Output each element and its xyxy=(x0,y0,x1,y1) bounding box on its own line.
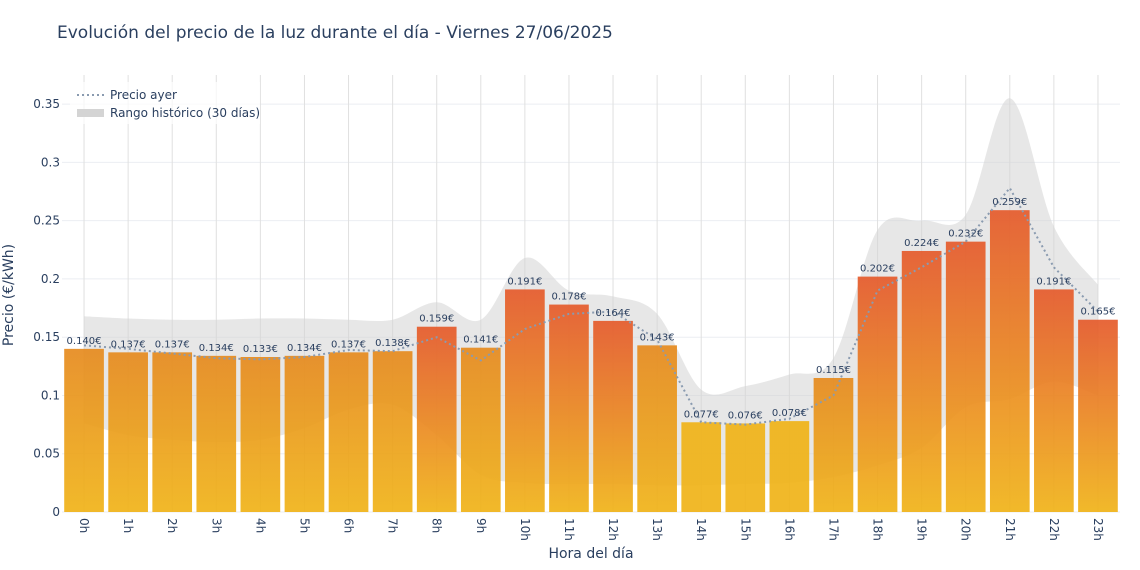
bar-value-label: 0.232€ xyxy=(948,229,983,240)
y-tick-label: 0.05 xyxy=(33,447,60,461)
bar-value-label: 0.165€ xyxy=(1080,307,1115,318)
x-tick-label: 22h xyxy=(1047,518,1061,541)
bar-4h xyxy=(240,357,281,512)
bar-19h xyxy=(901,250,942,512)
bar-value-label: 0.224€ xyxy=(904,238,939,249)
bar-value-label: 0.141€ xyxy=(463,335,498,346)
x-tick-label: 3h xyxy=(209,518,223,533)
bar-value-label: 0.191€ xyxy=(1036,276,1071,287)
y-tick-label: 0.2 xyxy=(41,272,60,286)
bar-13h xyxy=(637,345,677,512)
bar-23h xyxy=(1078,319,1118,512)
bar-value-label: 0.143€ xyxy=(640,332,675,343)
x-axis-title: Hora del día xyxy=(548,546,633,562)
bar-value-label: 0.076€ xyxy=(728,410,763,421)
bar-20h xyxy=(945,241,986,512)
bar-22h xyxy=(1034,289,1074,512)
x-tick-label: 19h xyxy=(915,518,929,541)
x-tick-label: 16h xyxy=(782,518,796,541)
bar-value-label: 0.078€ xyxy=(772,408,807,419)
bar-7h xyxy=(372,351,413,512)
bar-value-label: 0.191€ xyxy=(507,276,542,287)
bar-value-label: 0.137€ xyxy=(331,339,366,350)
bars xyxy=(64,210,1118,513)
bar-15h xyxy=(725,423,766,512)
bar-value-label: 0.137€ xyxy=(111,339,146,350)
bar-11h xyxy=(549,304,589,512)
bar-8h xyxy=(416,326,457,512)
y-tick-label: 0.15 xyxy=(33,330,60,344)
y-tick-label: 0.3 xyxy=(41,155,60,169)
bar-value-label: 0.159€ xyxy=(419,314,454,325)
bar-value-label: 0.202€ xyxy=(860,264,895,275)
bar-value-label: 0.134€ xyxy=(287,343,322,354)
x-tick-label: 4h xyxy=(253,518,267,533)
bar-21h xyxy=(989,210,1030,513)
bar-0h xyxy=(64,348,104,512)
bar-14h xyxy=(681,422,722,512)
x-tick-label: 14h xyxy=(694,518,708,541)
x-tick-label: 8h xyxy=(430,518,444,533)
bar-value-label: 0.140€ xyxy=(67,336,102,347)
y-tick-label: 0.25 xyxy=(33,214,60,228)
bar-value-label: 0.178€ xyxy=(551,292,586,303)
bar-value-label: 0.134€ xyxy=(199,343,234,354)
chart-title: Evolución del precio de la luz durante e… xyxy=(57,23,613,43)
y-axis-title: Precio (€/kWh) xyxy=(1,244,17,346)
legend-band-label: Rango histórico (30 días) xyxy=(110,106,260,120)
y-tick-label: 0 xyxy=(52,505,60,519)
bar-10h xyxy=(505,289,545,512)
bar-value-label: 0.115€ xyxy=(816,365,851,376)
bar-1h xyxy=(108,352,148,512)
x-tick-label: 20h xyxy=(959,518,973,541)
x-tick-label: 21h xyxy=(1003,518,1017,541)
legend-band-swatch xyxy=(77,109,104,117)
bar-value-label: 0.077€ xyxy=(684,409,719,420)
bar-value-label: 0.138€ xyxy=(375,338,410,349)
bar-6h xyxy=(328,352,369,512)
legend-prev-line-label: Precio ayer xyxy=(110,88,177,102)
axes: 0 0.05 0.1 0.15 0.2 0.25 0.3 0.35 0h 1h 2h 3h 4h 5h 6h… xyxy=(33,97,1105,541)
bar-12h xyxy=(593,320,633,512)
x-tick-label: 13h xyxy=(650,518,664,541)
legend: Precio ayer Rango histórico (30 días) xyxy=(70,82,260,124)
x-tick-label: 17h xyxy=(826,518,840,541)
x-tick-label: 15h xyxy=(738,518,752,541)
bar-value-label: 0.133€ xyxy=(243,344,278,355)
x-tick-label: 0h xyxy=(77,518,91,533)
x-tick-label: 10h xyxy=(518,518,532,541)
x-tick-label: 18h xyxy=(871,518,885,541)
x-tick-label: 2h xyxy=(165,518,179,533)
y-tick-label: 0.1 xyxy=(41,388,60,402)
x-tick-label: 11h xyxy=(562,518,576,541)
bar-value-label: 0.137€ xyxy=(155,339,190,350)
bar-17h xyxy=(813,377,854,512)
bar-3h xyxy=(196,355,237,512)
x-tick-label: 12h xyxy=(606,518,620,541)
x-tick-label: 9h xyxy=(474,518,488,533)
bar-value-labels: 0.140€ 0.137€ 0.137€ 0.134€ 0.133€ 0.134€ 0.13… xyxy=(67,197,1116,421)
x-tick-label: 6h xyxy=(342,518,356,533)
bar-value-label: 0.164€ xyxy=(596,308,631,319)
x-tick-label: 7h xyxy=(386,518,400,533)
bar-16h xyxy=(769,421,810,512)
bar-18h xyxy=(857,276,898,512)
y-tick-label: 0.35 xyxy=(33,97,60,111)
bar-9h xyxy=(460,347,501,512)
bar-value-label: 0.259€ xyxy=(992,197,1027,208)
x-tick-label: 5h xyxy=(297,518,311,533)
bar-2h xyxy=(152,352,193,512)
bar-5h xyxy=(284,355,325,512)
x-tick-label: 1h xyxy=(121,518,135,533)
x-tick-label: 23h xyxy=(1091,518,1105,541)
